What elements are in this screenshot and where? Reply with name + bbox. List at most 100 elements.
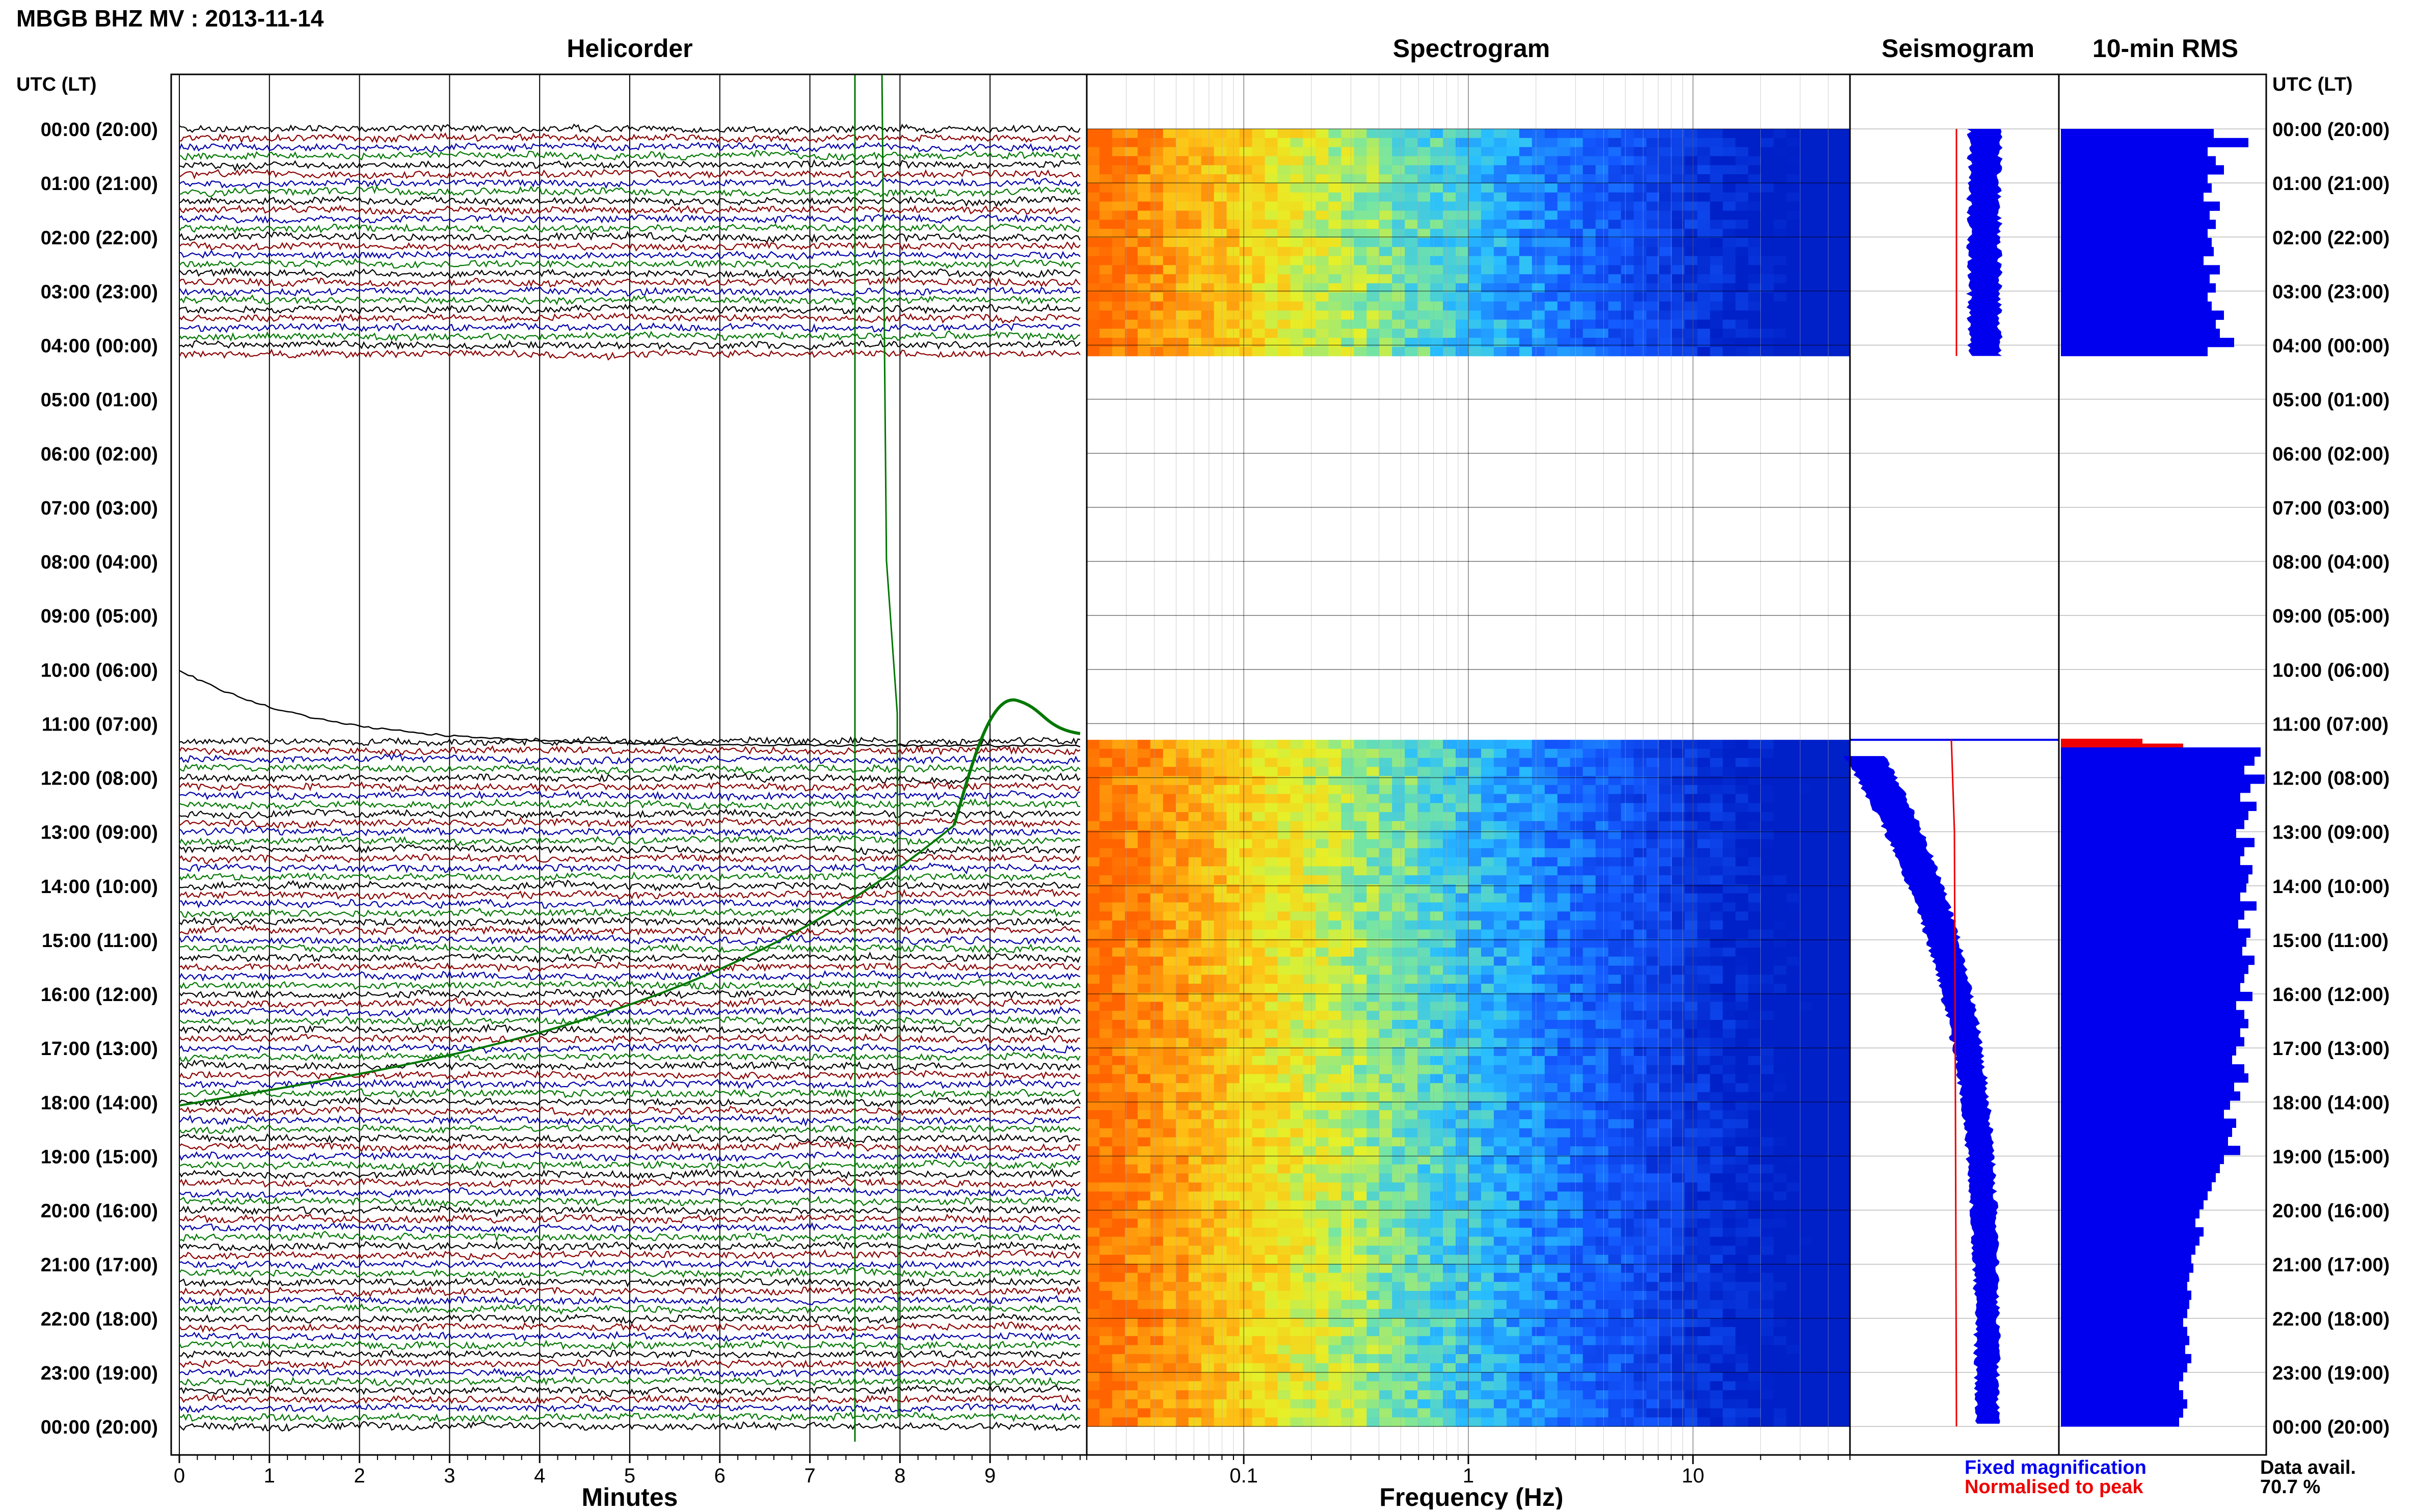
spectrogram-cell bbox=[1621, 338, 1634, 347]
spectrogram-cell bbox=[1087, 867, 1100, 876]
spectrogram-cell bbox=[1532, 1110, 1545, 1119]
spectrogram-cell bbox=[1468, 292, 1482, 302]
spectrogram-cell bbox=[1456, 984, 1469, 993]
spectrogram-cell bbox=[1774, 329, 1787, 338]
spectrogram-cell bbox=[1494, 1065, 1507, 1074]
spectrogram-cell bbox=[1379, 930, 1392, 939]
spectrogram-cell bbox=[1201, 1209, 1215, 1219]
spectrogram-cell bbox=[1672, 821, 1685, 830]
spectrogram-cell bbox=[1443, 1146, 1456, 1155]
spectrogram-cell bbox=[1456, 930, 1469, 939]
left-time-labels: 00:00 (20:00)01:00 (21:00)02:00 (22:00)0… bbox=[41, 119, 158, 1438]
spectrogram-cell bbox=[1265, 848, 1278, 857]
spectrogram-cell bbox=[1087, 220, 1100, 229]
spectrogram-cell bbox=[1735, 1110, 1749, 1119]
spectrogram-cell bbox=[1558, 740, 1571, 749]
time-label-right: 06:00 (02:00) bbox=[2272, 444, 2390, 465]
spectrogram-cell bbox=[1278, 183, 1291, 193]
spectrogram-cell bbox=[1341, 138, 1354, 147]
spectrogram-cell bbox=[1532, 183, 1545, 193]
spectrogram-cell bbox=[1341, 921, 1354, 930]
spectrogram-cell bbox=[1494, 329, 1507, 338]
spectrogram-cell bbox=[1150, 957, 1164, 966]
spectrogram-cell bbox=[1201, 911, 1215, 921]
spectrogram-cell bbox=[1545, 740, 1558, 749]
spectrogram-cell bbox=[1163, 1155, 1176, 1165]
spectrogram-cell bbox=[1379, 1056, 1392, 1065]
spectrogram-cell bbox=[1456, 292, 1469, 302]
time-label-left: 00:00 (20:00) bbox=[41, 119, 158, 141]
spectrogram-cell bbox=[1583, 1110, 1596, 1119]
spectrogram-cell bbox=[1443, 129, 1456, 138]
spectrogram-cell bbox=[1189, 812, 1202, 821]
spectrogram-cell bbox=[1596, 767, 1609, 776]
spectrogram-cell bbox=[1761, 311, 1774, 320]
spectrogram-cell bbox=[1545, 174, 1558, 183]
spectrogram-cell bbox=[1608, 302, 1622, 311]
spectrogram-cell bbox=[1786, 138, 1800, 147]
spectrogram-cell bbox=[1138, 1146, 1151, 1155]
spectrogram-cell bbox=[1087, 839, 1100, 848]
spectrogram-cell bbox=[1265, 1074, 1278, 1083]
spectrogram-cell bbox=[1087, 1020, 1100, 1029]
spectrogram-cell bbox=[1837, 875, 1850, 884]
spectrogram-cell bbox=[1468, 740, 1482, 749]
spectrogram-cell bbox=[1684, 274, 1698, 283]
spectrogram-cell bbox=[1507, 165, 1520, 174]
spectrogram-cell bbox=[1532, 948, 1545, 957]
spectrogram-cell bbox=[1430, 894, 1443, 903]
spectrogram-cell bbox=[1087, 156, 1100, 166]
spectrogram-cell bbox=[1150, 156, 1164, 166]
spectrogram-cell bbox=[1532, 1092, 1545, 1101]
spectrogram-cell bbox=[1176, 311, 1189, 320]
spectrogram-cell bbox=[1608, 857, 1622, 867]
spectrogram-cell bbox=[1265, 902, 1278, 911]
spectrogram-cell bbox=[1417, 867, 1431, 876]
spectrogram-cell bbox=[1710, 803, 1723, 812]
spectrogram-cell bbox=[1240, 1056, 1253, 1065]
spectrogram-cell bbox=[1710, 848, 1723, 857]
spectrogram-cell bbox=[1837, 957, 1850, 966]
spectrogram-cell bbox=[1176, 302, 1189, 311]
spectrogram-cell bbox=[1570, 1173, 1584, 1182]
spectrogram-cell bbox=[1150, 902, 1164, 911]
spectrogram-cell bbox=[1366, 220, 1380, 229]
spectrogram-cell bbox=[1494, 948, 1507, 957]
spectrogram-cell bbox=[1621, 875, 1634, 884]
spectrogram-cell bbox=[1748, 1182, 1761, 1192]
spectrogram-cell bbox=[1341, 1138, 1354, 1147]
spectrogram-cell bbox=[1837, 911, 1850, 921]
spectrogram-cell bbox=[1583, 1138, 1596, 1147]
spectrogram-cell bbox=[1112, 138, 1125, 147]
spectrogram-cell bbox=[1824, 211, 1838, 220]
spectrogram-cell bbox=[1494, 147, 1507, 156]
spectrogram-cell bbox=[1697, 1138, 1710, 1147]
spectrogram-cell bbox=[1265, 803, 1278, 812]
spectrogram-cell bbox=[1392, 1182, 1405, 1192]
spectrogram-cell bbox=[1316, 1065, 1329, 1074]
spectrogram-cell bbox=[1684, 202, 1698, 211]
spectrogram-cell bbox=[1583, 1119, 1596, 1128]
spectrogram-cell bbox=[1150, 292, 1164, 302]
spectrogram-cell bbox=[1596, 1138, 1609, 1147]
spectrogram-cell bbox=[1583, 1155, 1596, 1165]
spectrogram-cell bbox=[1761, 839, 1774, 848]
spectrogram-cell bbox=[1176, 1110, 1189, 1119]
spectrogram-cell bbox=[1634, 867, 1647, 876]
spectrogram-cell bbox=[1545, 238, 1558, 247]
spectrogram-cell bbox=[1659, 957, 1673, 966]
spectrogram-cell bbox=[1672, 1182, 1685, 1192]
spectrogram-cell bbox=[1672, 247, 1685, 256]
spectrogram-cell bbox=[1761, 1209, 1774, 1219]
spectrogram-cell bbox=[1316, 921, 1329, 930]
spectrogram-cell bbox=[1341, 1056, 1354, 1065]
spectrogram-cell bbox=[1189, 174, 1202, 183]
spectrogram-cell bbox=[1201, 265, 1215, 274]
spectrogram-cell bbox=[1278, 1219, 1291, 1228]
spectrogram-cell bbox=[1608, 1029, 1622, 1038]
spectrogram-cell bbox=[1201, 921, 1215, 930]
spectrogram-cell bbox=[1786, 156, 1800, 166]
spectrogram-cell bbox=[1761, 1219, 1774, 1228]
spectrogram-cell bbox=[1774, 183, 1787, 193]
spectrogram-cell bbox=[1265, 347, 1278, 356]
